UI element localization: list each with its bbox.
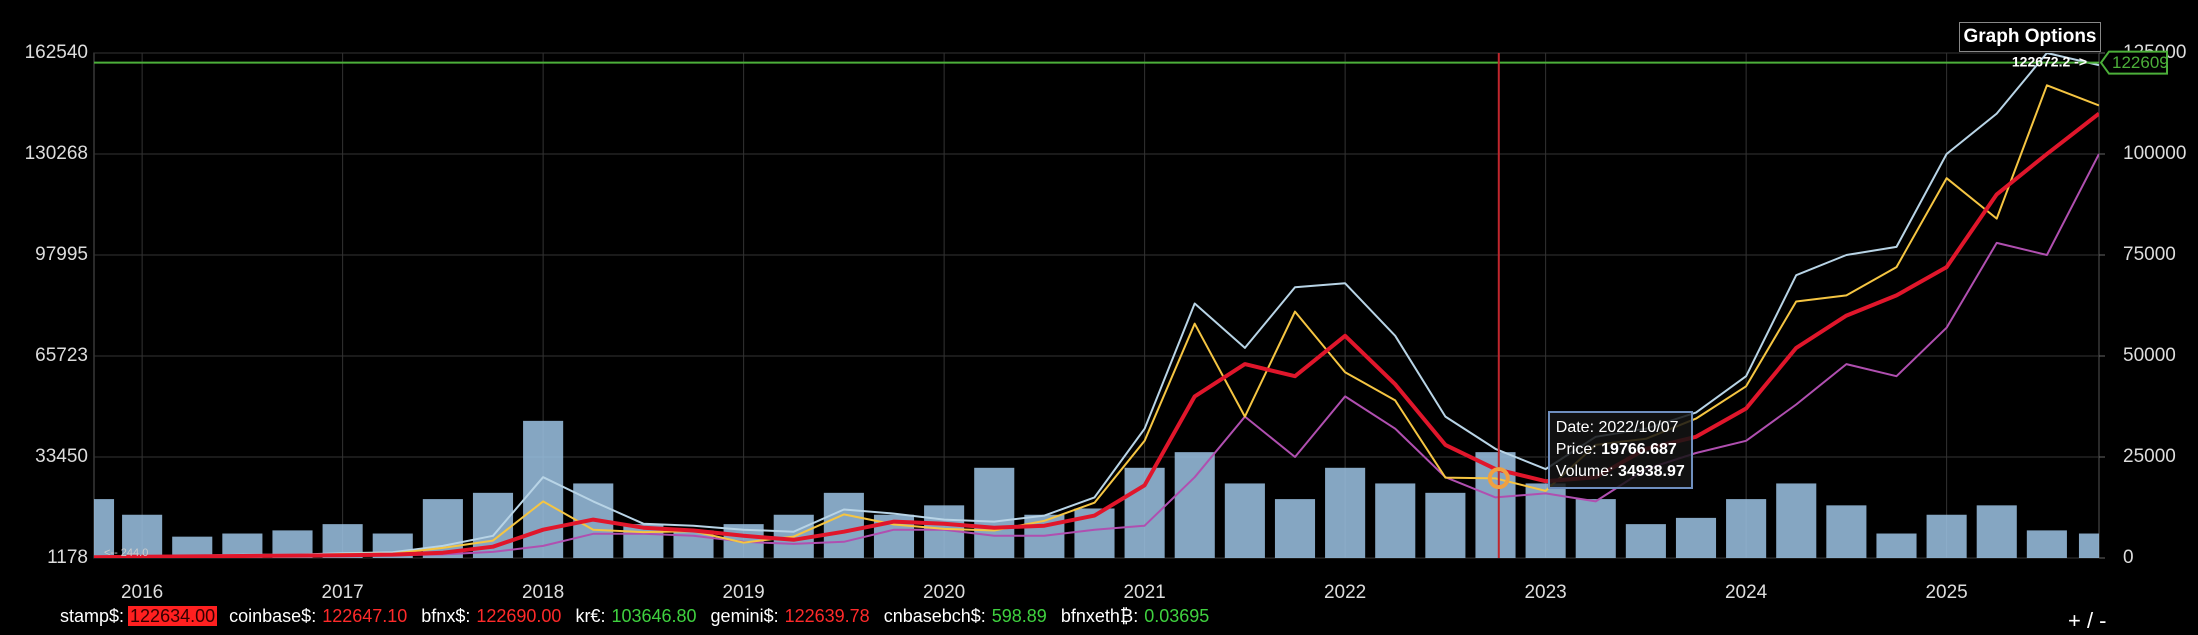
ticker-value: 0.03695 bbox=[1144, 606, 1210, 626]
y2-tick-label: 0 bbox=[2123, 547, 2134, 568]
y2-tick-label: 100000 bbox=[2123, 143, 2186, 164]
y-tick-label: 33450 bbox=[35, 446, 88, 467]
x-tick-label: 2023 bbox=[1524, 582, 1566, 600]
series-line bbox=[94, 84, 2099, 558]
volume-bar bbox=[2078, 533, 2099, 558]
x-tick-label: 2020 bbox=[923, 582, 965, 600]
series-line bbox=[94, 53, 2099, 558]
ticker-label: cnbasebch$: bbox=[883, 606, 986, 626]
ticker-label: gemini$: bbox=[710, 606, 779, 626]
tooltip-label: Volume: bbox=[1555, 463, 1614, 481]
tooltip: Date: 2022/10/07 Price: 19766.687 Volume: … bbox=[1547, 411, 1693, 490]
volume-bar bbox=[1826, 505, 1867, 558]
volume-bar bbox=[172, 536, 213, 558]
volume-bar bbox=[1274, 499, 1316, 558]
zoom-control[interactable]: + / - bbox=[2068, 608, 2107, 633]
volume-bar bbox=[1325, 467, 1366, 558]
graph-options-button[interactable]: Graph Options bbox=[1959, 22, 2101, 52]
x-tick-label: 2022 bbox=[1324, 582, 1366, 600]
volume-bar bbox=[974, 467, 1015, 558]
volume-bar bbox=[1224, 483, 1265, 558]
tooltip-row: Price: 19766.687 bbox=[1556, 439, 1685, 461]
tooltip-value: 34938.97 bbox=[1618, 463, 1685, 481]
ticker-label: bfnxeth₿: bbox=[1060, 606, 1139, 626]
y-tick-label: 97995 bbox=[35, 244, 88, 265]
cursor-point bbox=[1487, 467, 1510, 490]
y-tick-label: 65723 bbox=[35, 345, 88, 366]
tooltip-label: Price: bbox=[1555, 441, 1597, 459]
volume-bar bbox=[1776, 483, 1817, 558]
ticker-value: 122647.10 bbox=[322, 606, 408, 626]
ticker-item: gemini$: 122639.78 bbox=[711, 606, 872, 627]
volume-bar bbox=[2026, 530, 2067, 558]
volume-bar bbox=[1425, 492, 1466, 558]
volume-bar bbox=[122, 514, 163, 558]
series-line bbox=[94, 112, 2099, 558]
volume-bar bbox=[1876, 533, 1917, 558]
x-tick-label: 2025 bbox=[1925, 582, 1967, 600]
ticker-label: stamp$: bbox=[60, 606, 125, 626]
tooltip-value: 2022/10/07 bbox=[1598, 419, 1679, 437]
volume-bar bbox=[1726, 499, 1767, 558]
tooltip-value: 19766.687 bbox=[1601, 441, 1677, 459]
x-tick-label: 2017 bbox=[321, 582, 363, 600]
volume-bar bbox=[823, 492, 864, 558]
corner-note: <-- 244.0 bbox=[104, 547, 148, 559]
volume-bar bbox=[1926, 514, 1967, 558]
x-tick-label: 2021 bbox=[1123, 582, 1165, 600]
volume-bar bbox=[1575, 499, 1616, 558]
plot-area bbox=[93, 52, 2100, 559]
last-price-tag bbox=[2099, 50, 2168, 75]
volume-bar bbox=[523, 420, 564, 558]
y-tick-label: 162540 bbox=[25, 42, 88, 63]
volume-bar bbox=[1174, 452, 1215, 558]
volume-bar bbox=[1675, 517, 1717, 558]
tooltip-label: Date: bbox=[1555, 419, 1595, 437]
x-tick-label: 2019 bbox=[722, 582, 764, 600]
y-tick-label: 130268 bbox=[25, 143, 88, 164]
ticker-item: bfnxeth₿: 0.03695 bbox=[1061, 606, 1211, 627]
ticker-label: coinbase$: bbox=[229, 606, 317, 626]
tooltip-row: Date: 2022/10/07 bbox=[1556, 417, 1685, 439]
chart: 1178 33450 65723 97995 130268 162540 0 25000 500… bbox=[25, 42, 2187, 600]
ticker-item: kr€: 103646.80 bbox=[575, 606, 698, 627]
volume-bar bbox=[94, 499, 115, 558]
volume-bar bbox=[1976, 505, 2017, 558]
ticker-item: bfnx$: 122690.00 bbox=[421, 606, 563, 627]
volume-bar bbox=[1625, 524, 1666, 558]
x-tick-label: 2018 bbox=[522, 582, 564, 600]
y2-tick-label: 50000 bbox=[2123, 345, 2176, 366]
ticker-item: cnbasebch$: 598.89 bbox=[884, 606, 1049, 627]
last-price-tag-label: 122609 bbox=[2112, 53, 2169, 72]
tooltip-row: Volume: 34938.97 bbox=[1556, 461, 1685, 483]
y2-tick-label: 75000 bbox=[2123, 244, 2176, 265]
ticker-item: coinbase$: 122647.10 bbox=[229, 606, 409, 627]
y-tick-label: 1178 bbox=[47, 547, 88, 568]
ticker-item: stamp$: 122634.00 bbox=[60, 606, 218, 627]
ticker-value: 598.89 bbox=[991, 606, 1047, 626]
volume-bar bbox=[1375, 483, 1416, 558]
ticker-label: bfnx$: bbox=[421, 606, 471, 626]
ticker-row: stamp$: 122634.00 coinbase$: 122647.10 bfnx$… bbox=[60, 606, 1211, 627]
ticker-value: 103646.80 bbox=[611, 606, 697, 626]
ticker-value: 122690.00 bbox=[476, 606, 562, 626]
x-tick-label: 2024 bbox=[1725, 582, 1768, 600]
y2-tick-label: 25000 bbox=[2123, 446, 2176, 467]
last-price-note: 122672.2 -> bbox=[2012, 53, 2087, 69]
ticker-value: 122634.00 bbox=[128, 606, 218, 626]
x-tick-label: 2016 bbox=[121, 582, 163, 600]
ticker-value: 122639.78 bbox=[784, 606, 870, 626]
ticker-label: kr€: bbox=[575, 606, 606, 626]
